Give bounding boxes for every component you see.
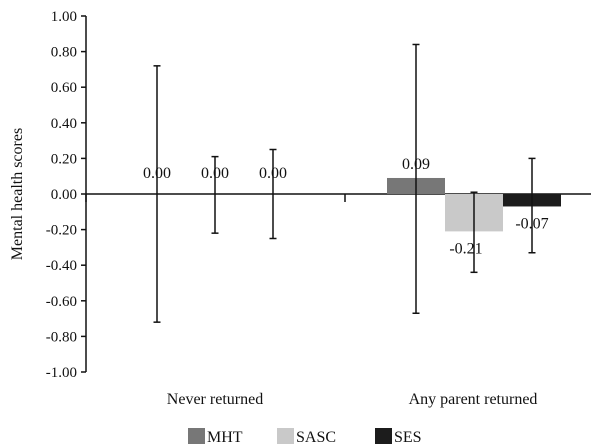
y-tick-label: 0.40: [51, 116, 77, 132]
y-tick-label: 0.80: [51, 45, 77, 61]
data-label: 0.00: [143, 165, 171, 182]
y-tick-label: -0.20: [46, 223, 77, 239]
y-tick-label: -0.60: [46, 294, 77, 310]
category-label: Any parent returned: [409, 391, 538, 408]
category-label: Never returned: [167, 391, 263, 408]
legend-label-mht: MHT: [207, 429, 243, 446]
y-tick-label: -1.00: [46, 365, 77, 381]
legend-swatch-sasc: [277, 428, 294, 444]
y-tick-label: -0.80: [46, 329, 77, 345]
legend-label-ses: SES: [394, 429, 422, 446]
y-tick-label: 0.20: [51, 151, 77, 167]
legend-label-sasc: SASC: [296, 429, 336, 446]
data-label: -0.21: [449, 240, 482, 257]
y-tick-label: 0.60: [51, 80, 77, 96]
data-label: 0.00: [201, 165, 229, 182]
y-tick-label: -0.40: [46, 258, 77, 274]
data-label: 0.09: [402, 156, 430, 173]
legend-swatch-ses: [375, 428, 392, 444]
data-label: -0.07: [515, 215, 548, 232]
y-tick-label: 0.00: [51, 187, 77, 203]
y-axis-label: Mental health scores: [9, 128, 26, 260]
legend-swatch-mht: [188, 428, 205, 444]
data-label: 0.00: [259, 165, 287, 182]
y-tick-label: 1.00: [51, 9, 77, 25]
